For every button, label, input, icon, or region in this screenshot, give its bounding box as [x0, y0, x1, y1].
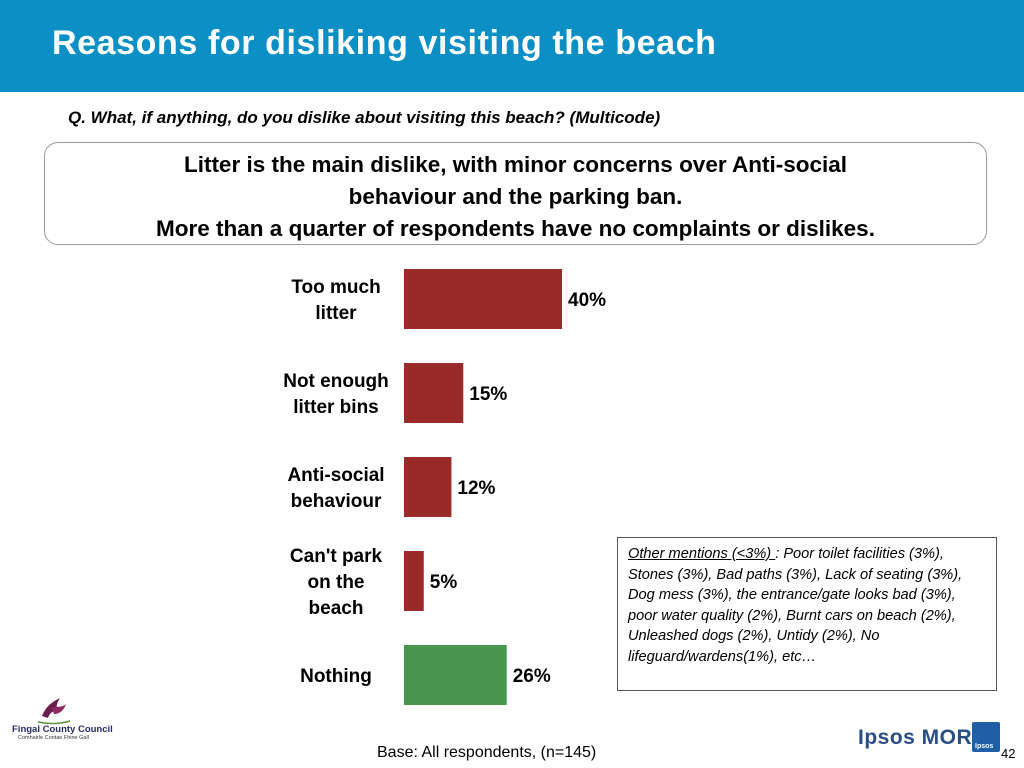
category-label-2: Anti-social behaviour — [287, 465, 384, 512]
summary-line-1: Litter is the main dislike, with minor c… — [183, 152, 848, 177]
fingal-bird-icon — [37, 698, 71, 725]
bar-value-label-2: 12% — [457, 478, 495, 499]
bar-value-label-3: 5% — [430, 572, 458, 593]
page-number: 42 — [1001, 746, 1016, 761]
page-title: Reasons for disliking visiting the beach — [52, 24, 717, 62]
category-label-4: Nothing — [300, 666, 372, 687]
bar-2 — [404, 457, 452, 517]
fingal-logo: Fingal County Council Comhairle Contae F… — [12, 694, 113, 754]
survey-question: Q. What, if anything, do you dislike abo… — [68, 108, 661, 127]
bar-chart: 40% Too much litter 15% Not enough litter bin… — [283, 269, 606, 705]
bar-3 — [404, 551, 424, 611]
summary-line-2: behaviour and the parking ban. — [348, 184, 683, 209]
other-mentions-heading: Other mentions (<3%) — [628, 546, 776, 562]
ipsos-tile-icon: Ipsos — [972, 722, 1000, 752]
bar-value-label-0: 40% — [568, 290, 606, 311]
other-mentions-text: : Poor toilet facilities (3%), Stones (3… — [628, 546, 963, 665]
bar-0 — [404, 269, 562, 329]
council-name: Fingal County Council — [12, 724, 113, 735]
ipsos-mori-logo: Ipsos MORI Ipsos — [858, 722, 1008, 758]
title-bar: Reasons for disliking visiting the beach — [0, 0, 1024, 92]
bar-4 — [404, 645, 507, 705]
bar-1 — [404, 363, 464, 423]
other-mentions-box: Other mentions (<3%) : Poor toilet facil… — [617, 537, 997, 691]
bar-value-label-4: 26% — [513, 666, 551, 687]
summary-line-3: More than a quarter of respondents have … — [156, 216, 875, 241]
category-label-0: Too much litter — [291, 277, 380, 324]
bar-value-label-1: 15% — [469, 384, 507, 405]
ipsos-tile-label: Ipsos — [975, 743, 994, 750]
category-label-3: Can't park on the beach — [290, 546, 383, 619]
council-subtitle: Comhairle Contae Fhine Gall — [18, 735, 89, 741]
summary-box: Litter is the main dislike, with minor c… — [44, 142, 987, 245]
category-label-1: Not enough litter bins — [283, 371, 389, 418]
base-note: Base: All respondents, (n=145) — [377, 744, 597, 761]
ipsos-mori-wordmark: Ipsos MORI — [858, 726, 979, 749]
